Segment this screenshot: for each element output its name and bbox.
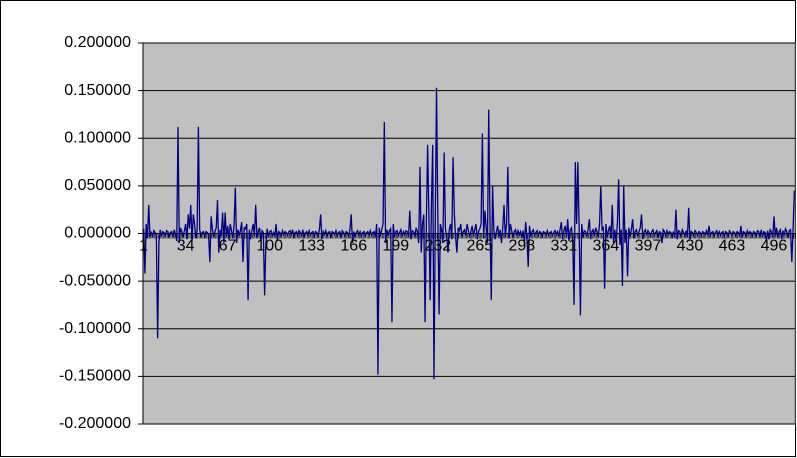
- x-tick-label: 34: [177, 238, 195, 255]
- x-tick-label: 496: [761, 238, 788, 255]
- y-tick-label: 0.100000: [64, 129, 131, 146]
- x-tick-label: 1: [139, 238, 148, 255]
- y-tick-label: 0.050000: [64, 177, 131, 194]
- data-line: [142, 87, 796, 380]
- x-tick-label: 133: [298, 238, 325, 255]
- x-tick-label: 430: [677, 238, 704, 255]
- x-tick-label: 397: [635, 238, 662, 255]
- x-tick-label: 463: [719, 238, 746, 255]
- y-tick-label: 0.000000: [64, 225, 131, 242]
- x-tick-label: 331: [551, 238, 578, 255]
- x-tick-label: 298: [508, 238, 535, 255]
- x-tick-label: 364: [593, 238, 620, 255]
- x-tick-label: 265: [466, 238, 493, 255]
- y-tick-label: -0.150000: [59, 368, 131, 385]
- x-tick-label: 232: [424, 238, 451, 255]
- y-tick-label: 0.150000: [64, 82, 131, 99]
- x-tick-label: 67: [219, 238, 237, 255]
- x-tick-label: 166: [340, 238, 367, 255]
- y-tick-label: -0.100000: [59, 320, 131, 337]
- y-tick-label: 0.200000: [64, 34, 131, 51]
- x-tick-label: 199: [382, 238, 409, 255]
- y-tick-label: -0.050000: [59, 272, 131, 289]
- y-tick-label: -0.200000: [59, 415, 131, 432]
- x-tick-label: 100: [256, 238, 283, 255]
